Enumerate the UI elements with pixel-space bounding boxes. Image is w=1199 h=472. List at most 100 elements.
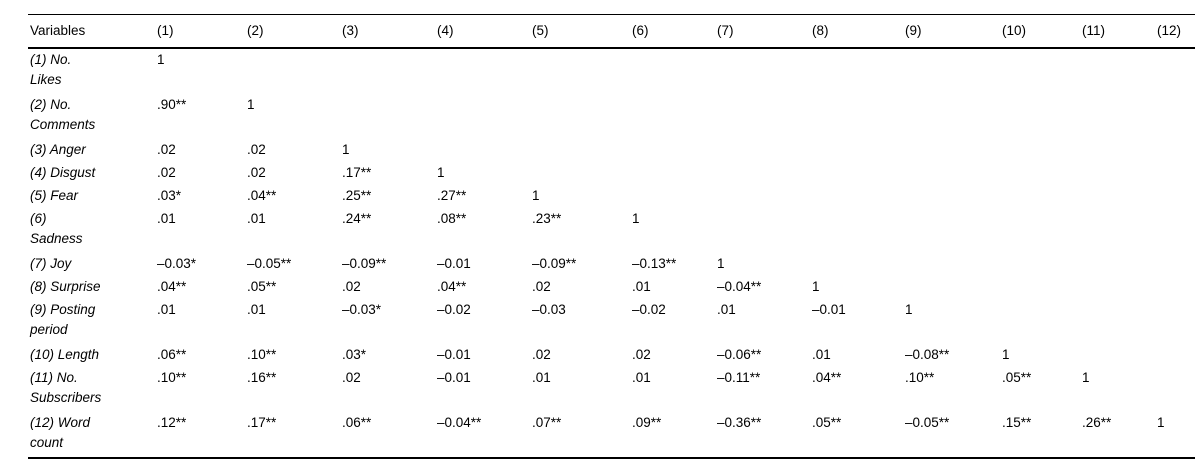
- correlation-cell: [810, 208, 903, 253]
- correlation-cell: –0.13**: [632, 256, 677, 271]
- correlation-cell: [1080, 48, 1155, 94]
- correlation-cell: [1155, 48, 1195, 94]
- correlation-cell: [715, 185, 810, 208]
- correlation-cell: 1: [717, 256, 725, 271]
- table-row: (7) Joy –0.03* –0.05** –0.09** –0.01 –0.09** –…: [28, 253, 1195, 276]
- correlation-cell: .01: [532, 370, 551, 385]
- correlation-cell: [530, 48, 630, 94]
- row-label: (12) Word count: [30, 415, 91, 450]
- correlation-cell: .01: [812, 347, 831, 362]
- correlation-cell: [340, 94, 435, 139]
- correlation-cell: –0.04**: [437, 415, 482, 430]
- column-header: (2): [245, 14, 340, 49]
- correlation-cell: [1155, 344, 1195, 367]
- correlation-cell: .01: [157, 302, 176, 317]
- correlation-cell: 1: [1082, 370, 1090, 385]
- table-body: (1) No. Likes 1 (2) No. Comments .90** 1 (3) …: [28, 48, 1195, 458]
- correlation-cell: [435, 94, 530, 139]
- correlation-cell: [1000, 276, 1080, 299]
- correlation-cell: 1: [157, 52, 165, 67]
- correlation-cell: [530, 139, 630, 162]
- row-label: (2) No. Comments: [30, 97, 96, 132]
- correlation-cell: –0.11**: [717, 370, 761, 385]
- correlation-cell: [1080, 139, 1155, 162]
- table-row: (3) Anger .02 .02 1: [28, 139, 1195, 162]
- correlation-cell: –0.09**: [532, 256, 577, 271]
- correlation-cell: .12**: [157, 415, 187, 430]
- correlation-cell: .02: [247, 142, 266, 157]
- correlation-cell: [1000, 253, 1080, 276]
- correlation-cell: 1: [437, 165, 445, 180]
- table-row: (9) Posting period .01 .01 –0.03* –0.02 –0.03…: [28, 299, 1195, 344]
- column-header: (5): [530, 14, 630, 49]
- correlation-cell: .15**: [1002, 415, 1032, 430]
- correlation-cell: .06**: [342, 415, 372, 430]
- correlation-cell: .04**: [812, 370, 842, 385]
- correlation-cell: [1000, 139, 1080, 162]
- correlation-cell: [340, 48, 435, 94]
- correlation-cell: .17**: [247, 415, 277, 430]
- correlation-cell: –0.05**: [247, 256, 292, 271]
- column-header: (6): [630, 14, 715, 49]
- correlation-cell: [1080, 299, 1155, 344]
- correlation-cell: [810, 94, 903, 139]
- correlation-cell: .01: [632, 279, 651, 294]
- correlation-cell: [1000, 94, 1080, 139]
- correlation-cell: 1: [247, 97, 255, 112]
- column-header: (7): [715, 14, 810, 49]
- correlation-cell: [530, 162, 630, 185]
- correlation-cell: [1000, 185, 1080, 208]
- correlation-cell: –0.01: [437, 256, 471, 271]
- correlation-cell: .02: [342, 370, 361, 385]
- correlation-cell: .05**: [247, 279, 277, 294]
- correlation-cell: [1080, 253, 1155, 276]
- row-label: (8) Surprise: [30, 279, 101, 294]
- correlation-cell: [1080, 185, 1155, 208]
- correlation-cell: 1: [905, 302, 913, 317]
- correlation-cell: –0.01: [812, 302, 846, 317]
- correlation-cell: [715, 139, 810, 162]
- header-row: Variables (1) (2) (3) (4) (5) (6) (7) (8) (9) (10)…: [28, 14, 1195, 49]
- correlation-cell: [1000, 208, 1080, 253]
- correlation-cell: [903, 276, 1000, 299]
- correlation-cell: .24**: [342, 211, 372, 226]
- table-row: (11) No. Subscribers .10** .16** .02 –0.01 .0…: [28, 367, 1195, 412]
- correlation-cell: [630, 185, 715, 208]
- correlation-cell: .02: [532, 347, 551, 362]
- correlation-cell: .16**: [247, 370, 277, 385]
- correlation-cell: .02: [157, 142, 176, 157]
- correlation-cell: [715, 162, 810, 185]
- row-label: (11) No. Subscribers: [30, 370, 102, 405]
- correlation-cell: .02: [632, 347, 651, 362]
- correlation-cell: [1155, 162, 1195, 185]
- correlation-cell: .04**: [157, 279, 187, 294]
- correlation-cell: .01: [157, 211, 176, 226]
- column-header: (1): [155, 14, 245, 49]
- table-row: (10) Length .06** .10** .03* –0.01 .02 .02 –0.0…: [28, 344, 1195, 367]
- correlation-cell: [903, 162, 1000, 185]
- correlation-cell: .01: [247, 302, 266, 317]
- correlation-cell: [1000, 299, 1080, 344]
- correlation-cell: [530, 94, 630, 139]
- correlation-cell: [715, 208, 810, 253]
- correlation-cell: .10**: [905, 370, 935, 385]
- correlation-cell: [903, 185, 1000, 208]
- row-label: (10) Length: [30, 347, 100, 362]
- row-label: (3) Anger: [30, 142, 86, 157]
- correlation-cell: .07**: [532, 415, 562, 430]
- correlation-cell: [1080, 94, 1155, 139]
- column-header: (11): [1080, 14, 1155, 49]
- correlation-cell: –0.08**: [905, 347, 950, 362]
- correlation-cell: [1155, 94, 1195, 139]
- table-row: (2) No. Comments .90** 1: [28, 94, 1195, 139]
- correlation-cell: 1: [1002, 347, 1010, 362]
- correlation-cell: .05**: [1002, 370, 1032, 385]
- column-header: (8): [810, 14, 903, 49]
- correlation-cell: –0.06**: [717, 347, 762, 362]
- column-header: (10): [1000, 14, 1080, 49]
- correlation-cell: [1080, 162, 1155, 185]
- correlation-cell: 1: [812, 279, 820, 294]
- correlation-cell: –0.09**: [342, 256, 387, 271]
- correlation-cell: [1080, 208, 1155, 253]
- correlation-cell: [1000, 162, 1080, 185]
